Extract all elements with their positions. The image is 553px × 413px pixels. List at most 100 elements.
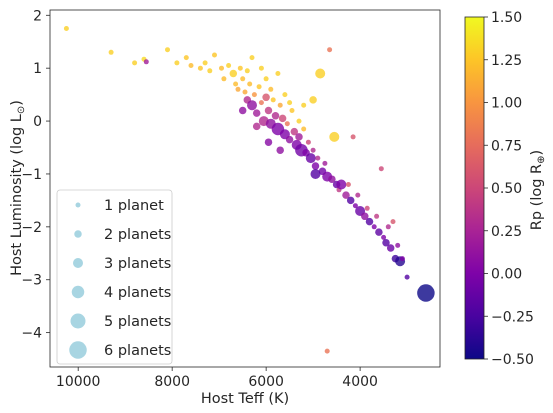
y-tick-label: −4 [21,326,42,342]
data-point [284,121,290,127]
y-tick-label: −2 [21,220,42,236]
data-point [63,26,69,31]
y-tick-label: 2 [33,8,42,24]
data-point [233,81,239,87]
data-point [258,100,264,106]
data-point [346,196,355,205]
data-point [404,274,410,280]
data-point [271,112,280,120]
data-point [238,106,247,115]
y-tick-label: 0 [33,114,42,130]
earth-symbol: ⊕ [536,155,547,163]
data-point [381,234,387,240]
x-tick-label: 8000 [154,374,190,390]
data-point [258,65,264,71]
data-point [277,102,283,108]
data-point [132,60,138,66]
data-point [221,76,227,82]
y-tick-label: −3 [21,273,42,289]
data-point [311,162,320,170]
legend-box [56,189,173,365]
data-point [287,100,293,106]
data-point [305,153,316,164]
data-point [336,179,347,190]
data-point [237,65,243,71]
data-point [282,92,288,98]
data-point [417,284,435,302]
x-axis-label: Host Teff (K) [201,391,289,407]
legend-label: 2 planets [104,227,171,243]
data-point [328,175,336,183]
data-point [310,147,316,153]
data-point [371,224,377,230]
colorbar [464,16,485,360]
data-point [305,139,311,145]
data-point [342,191,350,199]
y-tick-label: 1 [33,61,42,77]
data-point [174,60,180,66]
data-point [310,169,321,179]
data-point [229,69,238,78]
colorbar-tick-label: 1.25 [491,53,522,69]
y-axis-label-close: ) [9,100,25,106]
data-point [263,76,269,82]
data-point [264,138,273,146]
data-point [251,92,257,98]
colorbar-tick-label: 1.00 [491,96,522,112]
data-point [202,60,208,66]
x-tick-label: 6000 [248,374,284,390]
legend-marker [75,202,81,208]
sun-symbol: ⊙ [16,106,27,114]
data-point [364,205,370,211]
data-point [108,49,114,55]
colorbar-tick-label: 0.25 [491,224,522,240]
y-axis-label: Host Luminosity (log L⊙) [9,100,27,276]
data-point [296,118,302,124]
data-point [264,106,273,115]
data-point [395,242,401,248]
data-point [252,122,261,131]
legend-label: 3 planets [104,256,171,272]
colorbar-label: Rp (log R⊕) [529,150,547,230]
data-point [399,256,405,262]
data-point [324,348,330,354]
data-point [188,63,194,68]
data-point [315,68,326,79]
data-point [276,146,284,154]
data-point [249,55,255,61]
legend-label: 5 planets [104,314,171,330]
data-point [278,114,287,123]
data-point [256,84,262,90]
y-axis-label-text: Host Luminosity (log L [9,114,25,276]
data-point [361,212,369,221]
data-point [295,133,303,141]
data-point [290,127,299,136]
data-point [247,81,253,87]
data-point [183,55,189,61]
data-point [285,135,294,144]
data-point [212,52,217,58]
y-axis: 2 1 0 −1 −2 −3 −4 [21,8,50,342]
data-point [378,166,384,172]
data-point [252,109,261,117]
data-point [207,68,213,74]
data-point [301,126,307,132]
x-tick-label: 10000 [56,374,101,390]
legend-marker [73,258,83,268]
data-point [235,86,241,92]
legend-label: 4 planets [104,285,171,301]
data-point [165,47,170,53]
data-point [226,63,232,68]
data-point [301,102,307,108]
data-point [275,71,281,76]
x-axis: 10000 8000 6000 4000 [56,367,378,390]
data-point [375,228,383,236]
legend-label: 1 planet [104,198,164,214]
legend: 1 planet 2 planets 3 planets 4 planets 5 pla… [56,189,173,365]
colorbar-label-close: ) [529,150,545,156]
data-point [268,86,274,92]
data-point [374,213,380,219]
data-point [270,97,276,103]
legend-marker [69,341,87,359]
